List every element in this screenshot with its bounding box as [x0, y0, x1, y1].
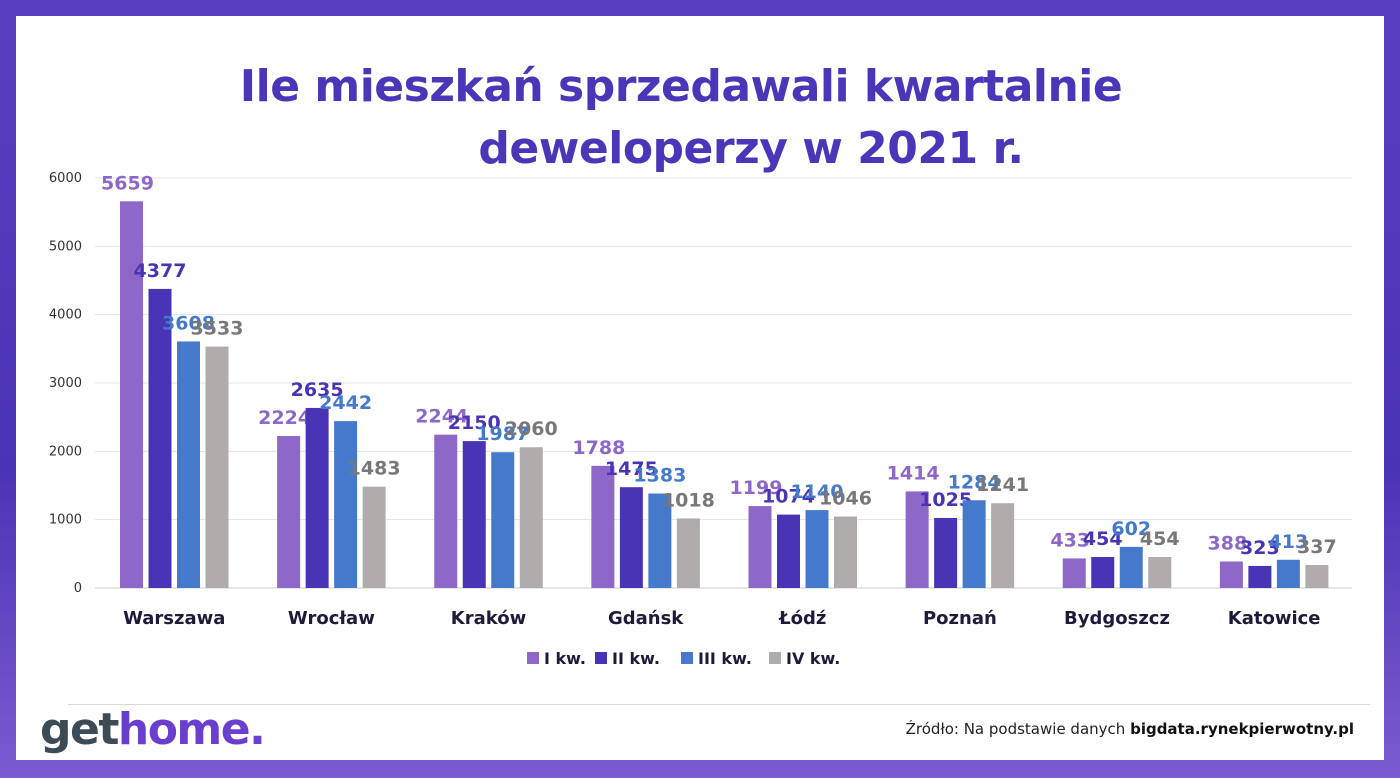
- data-label: 2150: [448, 412, 501, 434]
- data-label: 1199: [730, 477, 783, 499]
- gethome-logo[interactable]: gethome.: [40, 700, 266, 760]
- legend-label: IV kw.: [786, 649, 840, 668]
- x-category-label: Bydgoszcz: [1064, 608, 1170, 629]
- bar: [648, 493, 672, 588]
- bar: [434, 434, 458, 588]
- bar: [962, 500, 986, 588]
- bar: [748, 506, 772, 588]
- y-tick-label: 4000: [49, 308, 82, 323]
- data-label: 1074: [762, 486, 815, 508]
- x-category-label: Wrocław: [288, 608, 375, 629]
- logo-home: home.: [117, 704, 266, 755]
- legend-swatch: [769, 652, 781, 664]
- bar: [148, 288, 172, 588]
- data-label: 3608: [162, 312, 215, 334]
- data-label: 2224: [258, 407, 311, 429]
- x-category-label: Kraków: [451, 608, 526, 629]
- data-label: 323: [1240, 537, 1280, 559]
- chart-title: Ile mieszkań sprzedawali kwartalnie dewe…: [16, 56, 1346, 180]
- data-label: 4377: [134, 260, 187, 282]
- data-label: 1383: [633, 464, 686, 486]
- legend-label: II kw.: [612, 649, 660, 668]
- y-tick-label: 2000: [49, 444, 82, 459]
- data-label: 602: [1111, 518, 1151, 540]
- data-label: 413: [1269, 531, 1309, 553]
- data-label: 1788: [572, 437, 625, 459]
- bar: [1219, 561, 1243, 588]
- legend-swatch: [681, 652, 693, 664]
- data-label: 1284: [948, 471, 1001, 493]
- y-tick-label: 6000: [49, 171, 82, 186]
- legend-swatch: [527, 652, 539, 664]
- title-line-1: Ile mieszkań sprzedawali kwartalnie: [239, 61, 1123, 112]
- bar: [491, 452, 515, 588]
- data-label: 454: [1083, 528, 1123, 550]
- data-label: 2244: [415, 406, 468, 428]
- data-label: 433: [1050, 529, 1090, 551]
- data-label: 337: [1297, 536, 1337, 558]
- bar: [305, 407, 329, 588]
- data-label: 1018: [662, 489, 715, 511]
- bar: [1119, 546, 1143, 588]
- chart-card: Ile mieszkań sprzedawali kwartalnie dewe…: [16, 16, 1384, 760]
- x-category-label: Katowice: [1228, 608, 1321, 629]
- data-label: 1025: [919, 489, 972, 511]
- bar: [519, 447, 543, 588]
- bar: [462, 441, 486, 588]
- data-label: 3533: [191, 318, 244, 340]
- source-site[interactable]: bigdata.rynekpierwotny.pl: [1130, 720, 1354, 738]
- bar: [205, 346, 229, 588]
- data-label: 2442: [319, 392, 372, 414]
- data-label: 454: [1140, 528, 1180, 550]
- y-tick-label: 3000: [49, 376, 82, 391]
- legend-label: III kw.: [698, 649, 752, 668]
- legend-label: I kw.: [544, 649, 586, 668]
- bar: [362, 486, 386, 588]
- x-category-label: Gdańsk: [608, 608, 684, 629]
- source-note: Źródło: Na podstawie danych bigdata.ryne…: [906, 720, 1354, 738]
- bar: [120, 201, 143, 588]
- bar: [334, 421, 358, 588]
- bar: [1062, 558, 1086, 588]
- data-label: 2635: [291, 379, 344, 401]
- data-label: 1414: [887, 462, 940, 484]
- data-label: 5659: [101, 172, 154, 194]
- footer-divider: [68, 704, 1370, 705]
- data-label: 1483: [348, 458, 401, 480]
- data-label: 1241: [976, 474, 1029, 496]
- bar: [1276, 559, 1300, 588]
- bar: [805, 510, 829, 588]
- bar: [591, 465, 615, 588]
- y-tick-label: 0: [74, 581, 82, 596]
- bar: [277, 436, 301, 588]
- title-line-2: deweloperzy w 2021 r.: [478, 123, 1024, 174]
- bar: [676, 518, 700, 588]
- bar: [1305, 564, 1329, 588]
- bar: [1091, 556, 1115, 588]
- bar: [834, 516, 857, 588]
- y-tick-label: 1000: [49, 513, 82, 528]
- bar: [934, 517, 958, 588]
- data-label: 388: [1208, 532, 1248, 554]
- source-prefix: Źródło: Na podstawie danych: [905, 720, 1126, 738]
- bar: [177, 341, 200, 588]
- bar: [1248, 565, 1272, 588]
- data-label: 1140: [791, 481, 844, 503]
- logo-get: get: [40, 704, 119, 755]
- x-category-label: Poznań: [923, 608, 997, 629]
- data-label: 1475: [605, 458, 658, 480]
- x-category-label: Łódź: [778, 608, 826, 629]
- data-label: 1987: [476, 423, 529, 445]
- data-label: 1046: [819, 488, 872, 510]
- bar: [619, 487, 643, 588]
- bar: [905, 491, 929, 588]
- bar: [991, 503, 1015, 588]
- data-label: 2060: [505, 418, 558, 440]
- x-category-label: Warszawa: [123, 608, 225, 629]
- bar: [777, 514, 800, 588]
- bar: [1148, 556, 1172, 588]
- legend-swatch: [595, 652, 607, 664]
- y-tick-label: 5000: [49, 239, 82, 254]
